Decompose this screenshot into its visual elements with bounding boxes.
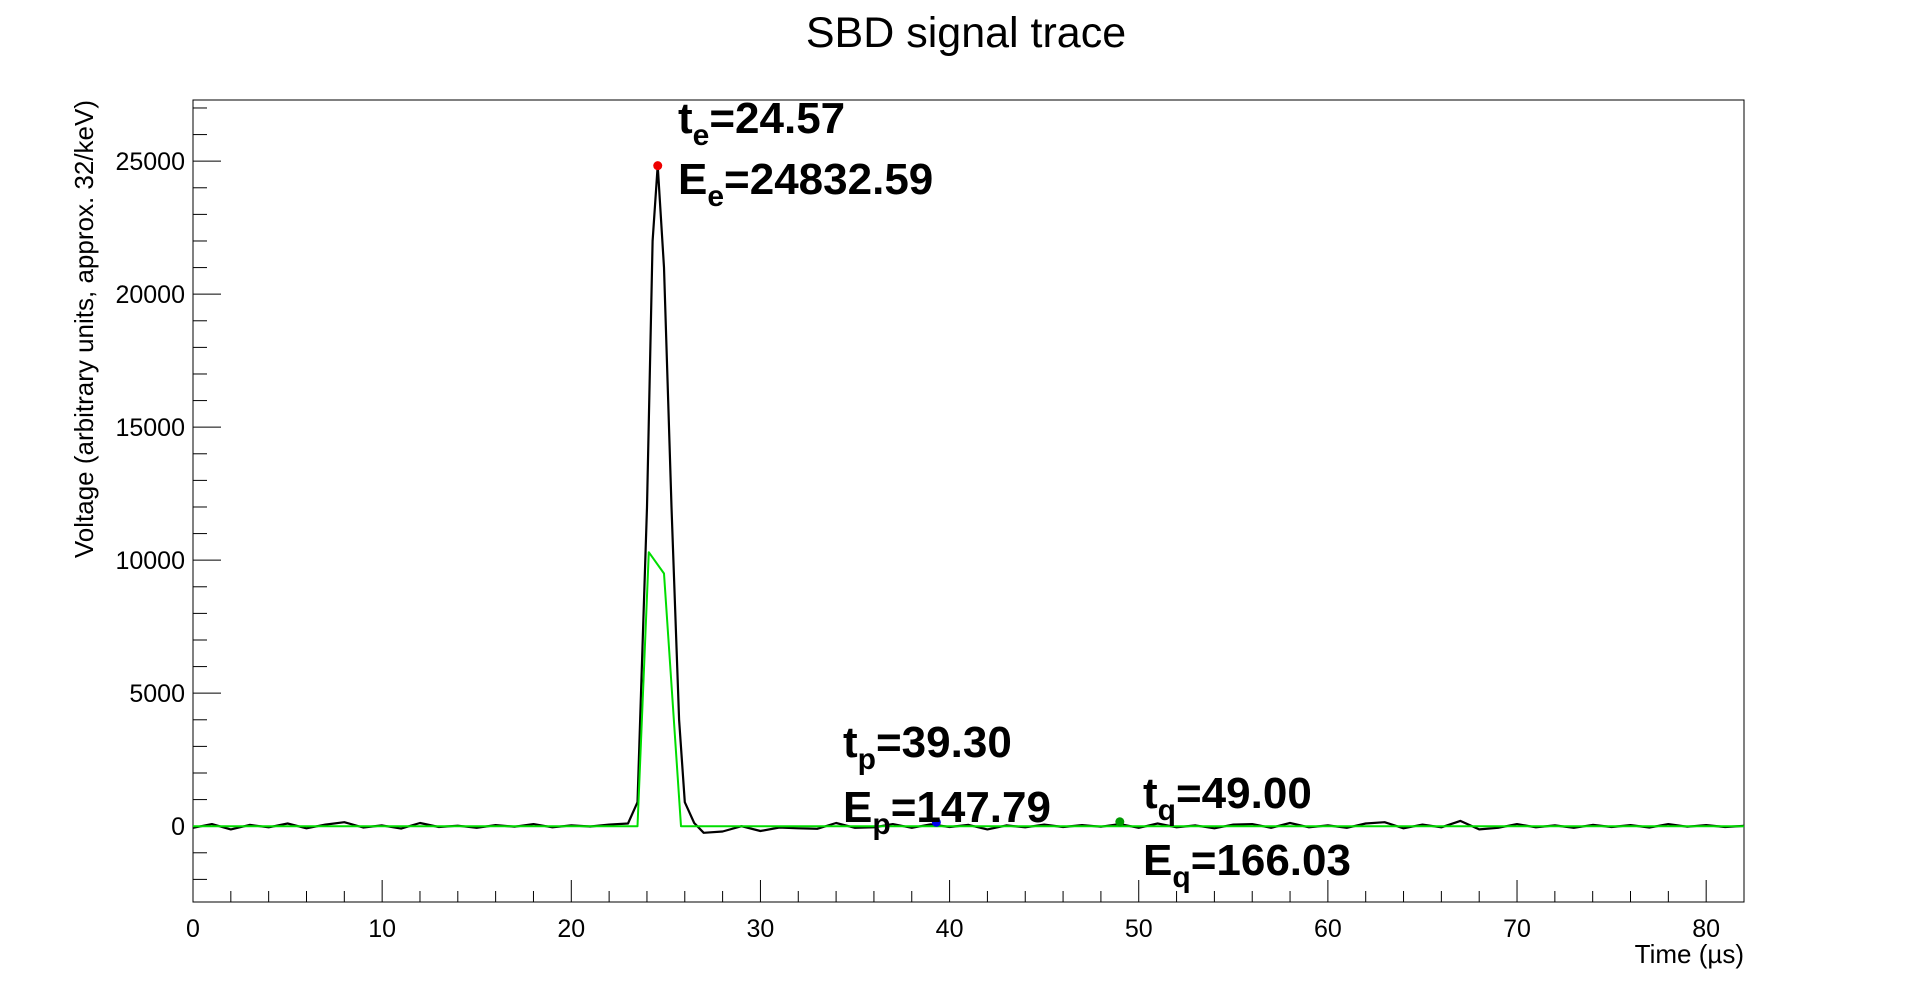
annotation-e-energy: Ee=24832.59 — [678, 155, 933, 213]
annotation-q-energy: Eq=166.03 — [1143, 836, 1351, 894]
y-tick-label: 15000 — [115, 414, 185, 442]
x-tick-label: 10 — [368, 915, 396, 943]
annotation-e-time: te=24.57 — [678, 94, 845, 152]
chart-title: SBD signal trace — [806, 9, 1126, 57]
x-tick-label: 70 — [1503, 915, 1531, 943]
x-tick-label: 50 — [1125, 915, 1153, 943]
peak-p-marker — [931, 817, 941, 827]
x-tick-label: 0 — [186, 915, 200, 943]
x-tick-label: 60 — [1314, 915, 1342, 943]
peak-q-marker — [1115, 817, 1125, 827]
y-tick-label: 10000 — [115, 547, 185, 575]
x-axis-title: Time (µs) — [1635, 939, 1744, 969]
annotation-p-energy: Ep=147.79 — [843, 783, 1051, 841]
x-tick-label: 80 — [1692, 915, 1720, 943]
axes: 0 10 20 30 40 50 60 70 80 0 5000 10000 15000 20000 250… — [115, 107, 1745, 943]
x-tick-label: 40 — [936, 915, 964, 943]
y-tick-label: 20000 — [115, 281, 185, 309]
marker-layer — [653, 161, 1125, 827]
fit-trace-line — [193, 551, 1744, 828]
y-tick-label: 25000 — [115, 148, 185, 176]
annotation-p-time: tp=39.30 — [843, 718, 1012, 776]
y-axis-title: Voltage (arbitrary units, approx. 32/keV… — [69, 100, 99, 558]
peak-e-marker — [653, 161, 663, 171]
y-tick-label: 0 — [171, 813, 185, 841]
x-tick-label: 20 — [557, 915, 585, 943]
y-tick-label: 5000 — [129, 680, 185, 708]
annotation-q-time: tq=49.00 — [1143, 769, 1312, 827]
plot-frame — [192, 99, 1745, 903]
x-tick-label: 30 — [747, 915, 775, 943]
series-layer — [192, 164, 1745, 834]
